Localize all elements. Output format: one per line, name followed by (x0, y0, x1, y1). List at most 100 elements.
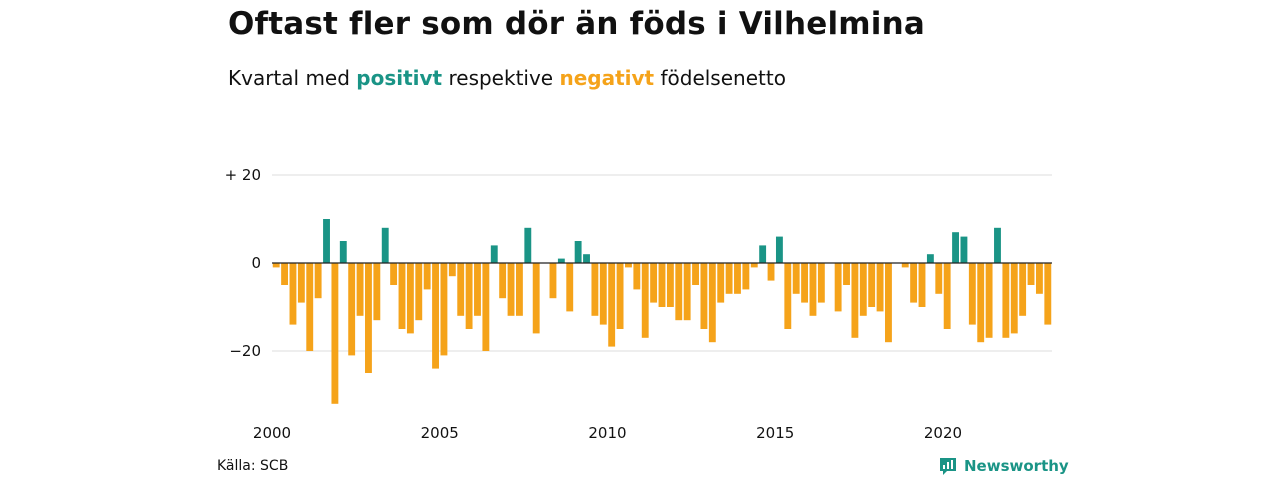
bar (599, 263, 607, 325)
bar (566, 263, 574, 312)
bar (406, 263, 414, 334)
bar (725, 263, 733, 294)
bar (968, 263, 976, 325)
bar (423, 263, 431, 290)
bar (985, 263, 993, 338)
bar (885, 263, 892, 343)
bar (633, 263, 641, 290)
bar (499, 263, 507, 299)
bar (457, 263, 465, 316)
chart-subtitle: Kvartal med positivt respektive negativt… (228, 66, 786, 90)
bar (272, 263, 280, 268)
bar (625, 263, 632, 268)
y-tick-label: + 20 (225, 166, 261, 184)
bar (474, 263, 481, 316)
bar (717, 263, 725, 303)
bar (591, 263, 599, 316)
bar (666, 263, 674, 307)
bar (952, 232, 959, 263)
bar (532, 263, 540, 334)
bar (306, 263, 314, 351)
bar (289, 263, 297, 325)
bar (448, 263, 456, 277)
y-tick-label: −20 (229, 342, 261, 360)
bar (700, 263, 708, 329)
bar (331, 263, 339, 404)
bar (742, 263, 750, 290)
bar (734, 263, 741, 294)
bar (549, 263, 557, 299)
bar (817, 263, 825, 303)
bar (935, 263, 943, 294)
bar (574, 241, 582, 263)
bar (918, 263, 926, 307)
bar (767, 263, 775, 281)
bar (381, 227, 389, 263)
bar (792, 263, 800, 294)
bar (348, 263, 356, 356)
bar (440, 263, 448, 356)
bar (608, 263, 616, 347)
bar (490, 245, 498, 263)
bar (851, 263, 859, 338)
bar (583, 254, 590, 263)
bar (960, 236, 968, 263)
brand-name: Newsworthy (964, 457, 1069, 475)
bar (1019, 263, 1027, 316)
bar (314, 263, 322, 299)
bar (650, 263, 658, 303)
bar (356, 263, 364, 316)
bar (1035, 263, 1043, 294)
bar (1010, 263, 1018, 334)
bar (759, 245, 767, 263)
bar (692, 263, 699, 285)
bar (515, 263, 523, 316)
bar (524, 227, 532, 263)
bar (977, 263, 985, 343)
subtitle-negative-label: negativt (559, 66, 655, 90)
x-tick-label: 2015 (756, 424, 794, 442)
bar (281, 263, 289, 285)
bar (784, 263, 792, 329)
bar (910, 263, 918, 303)
bar (683, 263, 691, 321)
bar (901, 263, 909, 268)
newsworthy-logo-icon (940, 458, 956, 475)
bar (868, 263, 876, 307)
bar (1002, 263, 1010, 338)
bar (432, 263, 439, 369)
x-tick-label: 2000 (253, 424, 291, 442)
subtitle-positive-label: positivt (356, 66, 443, 90)
bar (775, 236, 783, 263)
chart-title: Oftast fler som dör än föds i Vilhelmina (228, 6, 926, 42)
bar (323, 219, 330, 263)
bar (994, 227, 1001, 263)
brand-logo: Newsworthy (938, 456, 1069, 476)
bar (843, 263, 850, 285)
x-tick-label: 2010 (588, 424, 626, 442)
bar (465, 263, 473, 329)
chart-bars (272, 219, 1052, 404)
y-tick-label: 0 (251, 254, 261, 272)
bar (339, 241, 347, 263)
bar (1027, 263, 1035, 285)
x-tick-label: 2020 (924, 424, 962, 442)
bar (373, 263, 381, 321)
bar (876, 263, 884, 312)
bar (675, 263, 683, 321)
bar (834, 263, 842, 312)
bar (809, 263, 817, 316)
bar (1044, 263, 1052, 325)
bar (365, 263, 372, 373)
bar (641, 263, 649, 338)
bar (616, 263, 624, 329)
chart-grid (272, 174, 1052, 352)
bar (750, 263, 758, 268)
bar (557, 258, 565, 263)
bar (801, 263, 809, 303)
bar (297, 263, 305, 303)
bar (390, 263, 398, 285)
bar (859, 263, 867, 316)
subtitle-suffix: födelsenetto (654, 66, 786, 90)
